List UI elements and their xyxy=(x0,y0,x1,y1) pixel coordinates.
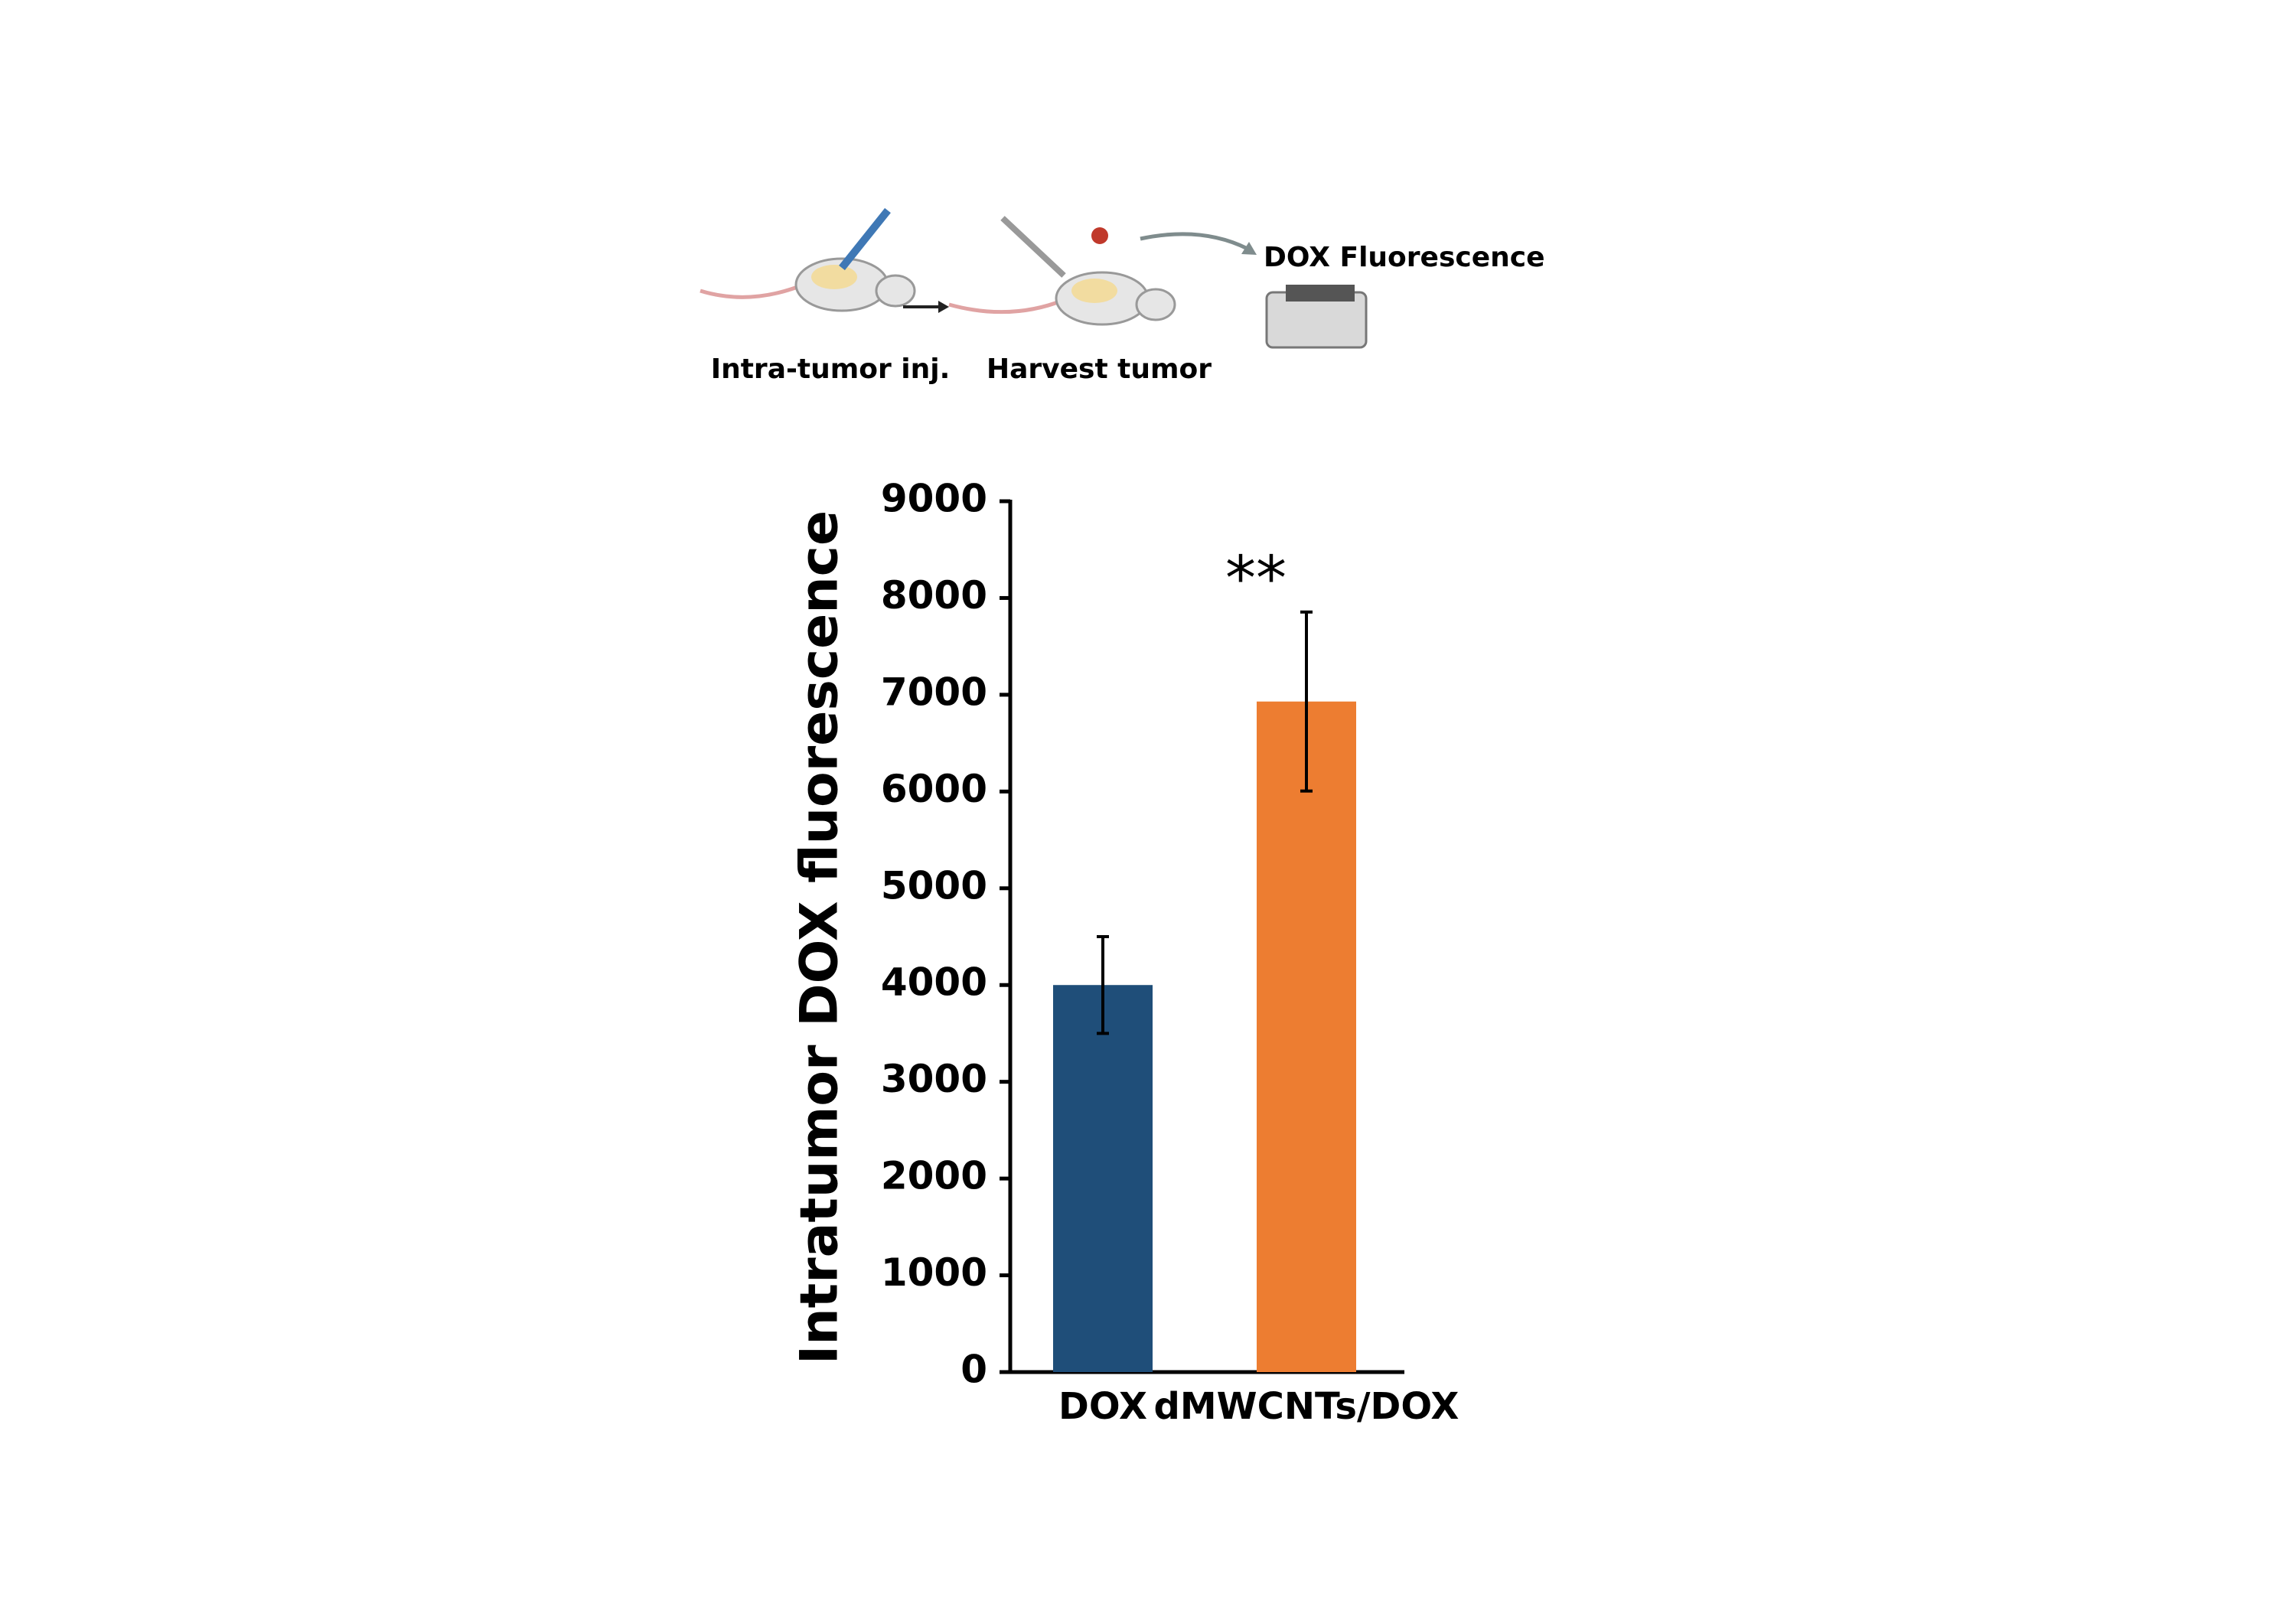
tumor xyxy=(811,265,857,289)
bar xyxy=(1257,701,1356,1372)
y-tick-label: 4000 xyxy=(881,960,987,1005)
y-axis-label: Intratumor DOX fluorescence xyxy=(790,510,850,1364)
y-tick-label: 7000 xyxy=(881,670,987,714)
y-tick-label: 1000 xyxy=(881,1250,987,1295)
forceps xyxy=(1000,216,1066,278)
x-tick-label: dMWCNTs/DOX xyxy=(1154,1385,1459,1428)
y-tick-label: 9000 xyxy=(881,477,987,521)
mouse-head xyxy=(1135,288,1176,321)
arrow-head xyxy=(1241,242,1257,255)
arrow-head xyxy=(938,301,949,313)
mouse-tail xyxy=(948,298,1065,315)
tumor-sample xyxy=(1091,227,1108,244)
bar xyxy=(1053,985,1153,1372)
step-label: Harvest tumor xyxy=(987,354,1212,385)
y-tick-label: 3000 xyxy=(881,1057,987,1101)
syringe xyxy=(839,207,891,271)
y-tick-label: 8000 xyxy=(881,573,987,618)
curved-arrow xyxy=(1140,232,1249,251)
y-tick-label: 0 xyxy=(960,1348,987,1392)
tumor xyxy=(1071,279,1117,303)
y-tick-label: 2000 xyxy=(881,1154,987,1198)
mouse-tail xyxy=(700,282,804,299)
schematic xyxy=(700,207,1368,349)
step-label: Intra-tumor inj. xyxy=(711,354,951,385)
x-tick-label: DOX xyxy=(1058,1385,1147,1428)
y-tick-label: 5000 xyxy=(881,863,987,908)
plate-reader-top xyxy=(1286,285,1355,302)
plot: 0 1000 2000 3000 4000 5000 6000 7000 8000 9000 DOX… xyxy=(881,477,1459,1429)
mouse-head xyxy=(875,274,916,308)
significance-annotation: ** xyxy=(1225,543,1287,614)
y-tick-label: 6000 xyxy=(881,767,987,811)
readout-label: DOX Fluorescence xyxy=(1264,242,1545,273)
